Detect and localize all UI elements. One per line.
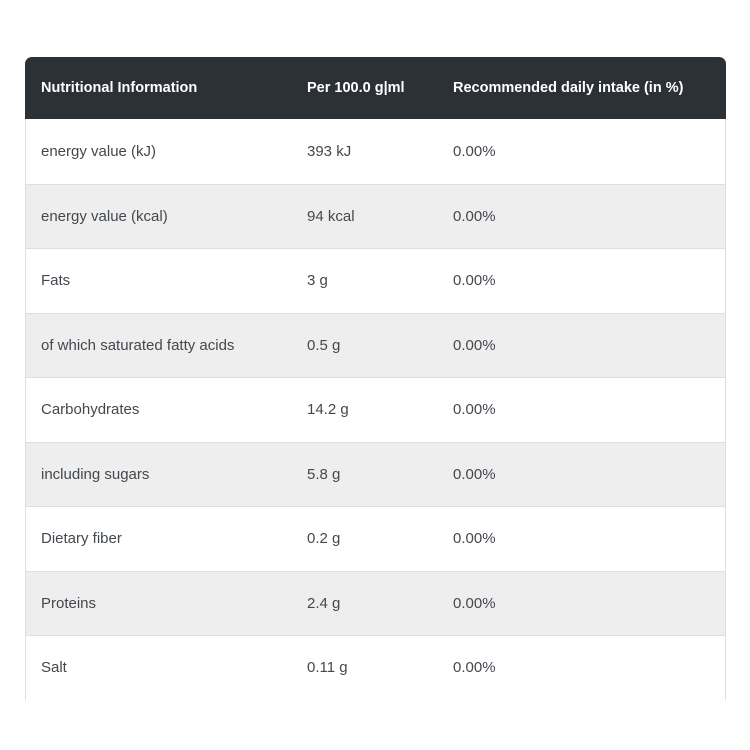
nutrient-amount-cell: 5.8 g <box>307 465 341 483</box>
table-row: energy value (kJ) 393 kJ 0.00% <box>26 119 725 184</box>
nutrient-rdi-cell: 0.00% <box>453 142 496 160</box>
nutrient-amount-cell: 0.5 g <box>307 336 341 354</box>
nutrient-amount-cell: 393 kJ <box>307 142 352 160</box>
nutrient-name-cell: Fats <box>41 272 71 290</box>
nutrition-table: Nutritional Information Per 100.0 g|ml R… <box>25 57 726 700</box>
nutrient-amount-cell: 0.2 g <box>307 530 341 548</box>
nutrient-amount-cell: 0.11 g <box>307 659 348 677</box>
table-row: Fats 3 g 0.00% <box>26 248 725 313</box>
table-row: Proteins 2.4 g 0.00% <box>26 570 725 635</box>
nutrient-rdi-cell: 0.00% <box>453 530 496 548</box>
table-body: energy value (kJ) 393 kJ 0.00% energy va… <box>25 119 726 700</box>
nutrient-rdi-cell: 0.00% <box>453 594 496 612</box>
nutrient-rdi-cell: 0.00% <box>453 465 496 483</box>
nutrient-name-cell: including sugars <box>41 465 150 483</box>
nutrient-name-cell: Dietary fiber <box>41 530 122 548</box>
nutrient-name-cell: energy value (kJ) <box>41 142 157 160</box>
nutrient-amount-cell: 14.2 g <box>307 401 349 419</box>
nutrient-name-cell: of which saturated fatty acids <box>41 336 235 354</box>
nutrient-rdi-cell: 0.00% <box>453 272 496 290</box>
table-row: Carbohydrates 14.2 g 0.00% <box>26 377 725 442</box>
nutrient-rdi-cell: 0.00% <box>453 659 496 677</box>
column-header-per-100: Per 100.0 g|ml <box>307 80 405 96</box>
table-row: energy value (kcal) 94 kcal 0.00% <box>26 183 725 248</box>
nutrient-amount-cell: 94 kcal <box>307 207 355 225</box>
nutrient-name-cell: energy value (kcal) <box>41 207 168 225</box>
table-row: Dietary fiber 0.2 g 0.00% <box>26 506 725 571</box>
nutrient-rdi-cell: 0.00% <box>453 401 496 419</box>
table-row: including sugars 5.8 g 0.00% <box>26 441 725 506</box>
nutrient-amount-cell: 2.4 g <box>307 594 341 612</box>
nutrient-rdi-cell: 0.00% <box>453 336 496 354</box>
nutrient-name-cell: Proteins <box>41 594 97 612</box>
column-header-recommended-daily-intake: Recommended daily intake (in %) <box>453 80 684 96</box>
column-header-nutritional-information: Nutritional Information <box>41 80 198 96</box>
nutrient-name-cell: Salt <box>41 659 67 677</box>
nutrient-rdi-cell: 0.00% <box>453 207 496 225</box>
nutrient-amount-cell: 3 g <box>307 272 328 290</box>
table-row: Salt 0.11 g 0.00% <box>26 635 725 700</box>
table-header-row: Nutritional Information Per 100.0 g|ml R… <box>25 57 726 119</box>
table-row: of which saturated fatty acids 0.5 g 0.0… <box>26 312 725 377</box>
nutrient-name-cell: Carbohydrates <box>41 401 140 419</box>
